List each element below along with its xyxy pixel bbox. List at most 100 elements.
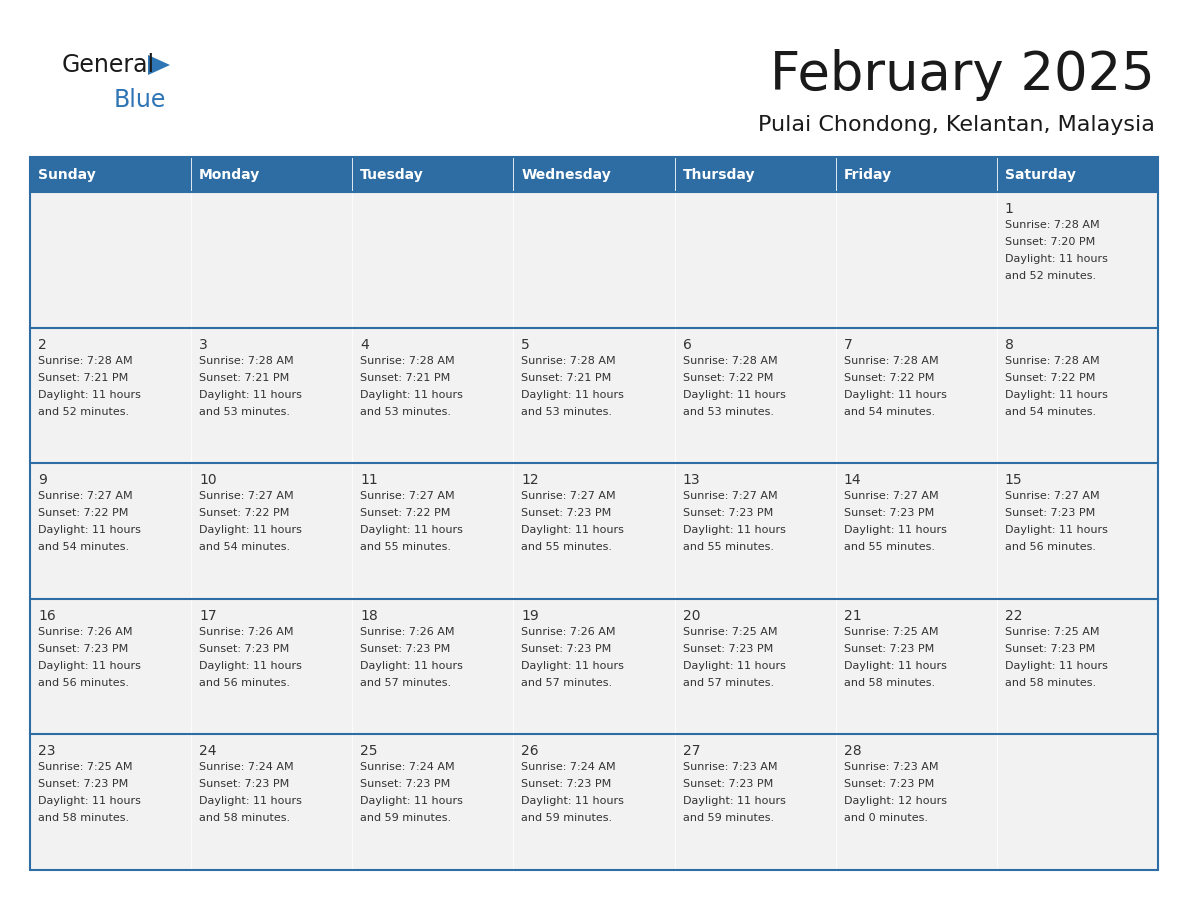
Text: Sunset: 7:21 PM: Sunset: 7:21 PM (38, 373, 128, 383)
Text: and 55 minutes.: and 55 minutes. (843, 543, 935, 553)
Text: 26: 26 (522, 744, 539, 758)
Bar (353, 157, 513, 192)
Text: Daylight: 11 hours: Daylight: 11 hours (683, 389, 785, 399)
Text: 27: 27 (683, 744, 700, 758)
Text: Sunset: 7:22 PM: Sunset: 7:22 PM (1005, 373, 1095, 383)
Text: Daylight: 11 hours: Daylight: 11 hours (522, 389, 625, 399)
Text: Daylight: 11 hours: Daylight: 11 hours (200, 525, 302, 535)
Bar (997, 192, 1158, 328)
Bar (30, 599, 191, 734)
Text: Tuesday: Tuesday (360, 167, 424, 182)
Text: and 53 minutes.: and 53 minutes. (683, 407, 773, 417)
Text: Sunrise: 7:25 AM: Sunrise: 7:25 AM (683, 627, 777, 637)
Text: Sunrise: 7:27 AM: Sunrise: 7:27 AM (683, 491, 777, 501)
Bar (513, 192, 675, 328)
Bar (513, 599, 675, 734)
Text: 9: 9 (38, 473, 46, 487)
Text: and 56 minutes.: and 56 minutes. (38, 677, 129, 688)
Text: Sunset: 7:23 PM: Sunset: 7:23 PM (200, 779, 290, 789)
Text: 12: 12 (522, 473, 539, 487)
Text: Sunrise: 7:26 AM: Sunrise: 7:26 AM (200, 627, 293, 637)
Bar (353, 328, 513, 464)
Text: Sunset: 7:23 PM: Sunset: 7:23 PM (683, 509, 773, 518)
Text: and 55 minutes.: and 55 minutes. (522, 543, 613, 553)
Text: and 58 minutes.: and 58 minutes. (200, 813, 290, 823)
Text: Sunset: 7:23 PM: Sunset: 7:23 PM (1005, 644, 1095, 654)
Text: Sunset: 7:22 PM: Sunset: 7:22 PM (200, 509, 290, 518)
Text: and 57 minutes.: and 57 minutes. (522, 677, 613, 688)
Text: 11: 11 (360, 473, 378, 487)
Text: and 59 minutes.: and 59 minutes. (683, 813, 773, 823)
Text: 3: 3 (200, 338, 208, 352)
Text: Sunset: 7:23 PM: Sunset: 7:23 PM (522, 644, 612, 654)
Text: and 58 minutes.: and 58 minutes. (843, 677, 935, 688)
Text: Sunset: 7:23 PM: Sunset: 7:23 PM (683, 779, 773, 789)
Text: and 54 minutes.: and 54 minutes. (38, 543, 129, 553)
Text: Daylight: 11 hours: Daylight: 11 hours (522, 661, 625, 671)
Bar (835, 464, 997, 599)
Text: Daylight: 11 hours: Daylight: 11 hours (200, 797, 302, 806)
Bar (30, 192, 191, 328)
Text: Daylight: 11 hours: Daylight: 11 hours (843, 389, 947, 399)
Text: Sunset: 7:20 PM: Sunset: 7:20 PM (1005, 237, 1095, 247)
Text: Sunset: 7:22 PM: Sunset: 7:22 PM (38, 509, 128, 518)
Bar (191, 328, 353, 464)
Bar (835, 192, 997, 328)
Bar (353, 192, 513, 328)
Text: 2: 2 (38, 338, 46, 352)
Text: Sunset: 7:23 PM: Sunset: 7:23 PM (360, 779, 450, 789)
Text: Daylight: 11 hours: Daylight: 11 hours (38, 525, 141, 535)
Text: Sunset: 7:23 PM: Sunset: 7:23 PM (843, 644, 934, 654)
Bar (675, 192, 835, 328)
Text: 25: 25 (360, 744, 378, 758)
Text: Daylight: 11 hours: Daylight: 11 hours (38, 661, 141, 671)
Bar (513, 734, 675, 870)
Text: Sunrise: 7:28 AM: Sunrise: 7:28 AM (200, 355, 293, 365)
Text: Daylight: 11 hours: Daylight: 11 hours (1005, 661, 1107, 671)
Bar (513, 328, 675, 464)
Text: and 56 minutes.: and 56 minutes. (1005, 543, 1095, 553)
Text: Daylight: 11 hours: Daylight: 11 hours (683, 797, 785, 806)
Bar (675, 599, 835, 734)
Bar (997, 734, 1158, 870)
Bar (675, 734, 835, 870)
Text: Sunrise: 7:24 AM: Sunrise: 7:24 AM (360, 763, 455, 772)
Text: and 57 minutes.: and 57 minutes. (360, 677, 451, 688)
Text: Wednesday: Wednesday (522, 167, 611, 182)
Text: Sunrise: 7:27 AM: Sunrise: 7:27 AM (200, 491, 293, 501)
Bar (353, 734, 513, 870)
Text: and 52 minutes.: and 52 minutes. (38, 407, 129, 417)
Text: Sunrise: 7:28 AM: Sunrise: 7:28 AM (683, 355, 777, 365)
Text: Daylight: 11 hours: Daylight: 11 hours (200, 389, 302, 399)
Text: Sunrise: 7:28 AM: Sunrise: 7:28 AM (1005, 220, 1099, 230)
Text: Sunrise: 7:23 AM: Sunrise: 7:23 AM (683, 763, 777, 772)
Text: Sunset: 7:23 PM: Sunset: 7:23 PM (683, 644, 773, 654)
Text: General: General (62, 53, 156, 77)
Text: 5: 5 (522, 338, 530, 352)
Text: Blue: Blue (114, 88, 166, 112)
Text: 23: 23 (38, 744, 56, 758)
Text: 16: 16 (38, 609, 56, 622)
Text: Daylight: 11 hours: Daylight: 11 hours (360, 525, 463, 535)
Bar (675, 157, 835, 192)
Text: Sunset: 7:21 PM: Sunset: 7:21 PM (360, 373, 450, 383)
Text: Sunset: 7:22 PM: Sunset: 7:22 PM (360, 509, 450, 518)
Text: 1: 1 (1005, 202, 1013, 216)
Bar (835, 599, 997, 734)
Text: and 54 minutes.: and 54 minutes. (1005, 407, 1097, 417)
Text: and 54 minutes.: and 54 minutes. (200, 543, 290, 553)
Text: 20: 20 (683, 609, 700, 622)
Text: Sunset: 7:21 PM: Sunset: 7:21 PM (200, 373, 290, 383)
Bar (997, 599, 1158, 734)
Text: 18: 18 (360, 609, 378, 622)
Text: and 54 minutes.: and 54 minutes. (843, 407, 935, 417)
Text: Sunrise: 7:27 AM: Sunrise: 7:27 AM (522, 491, 617, 501)
Text: 24: 24 (200, 744, 216, 758)
Text: Sunrise: 7:25 AM: Sunrise: 7:25 AM (1005, 627, 1099, 637)
Text: Sunrise: 7:27 AM: Sunrise: 7:27 AM (360, 491, 455, 501)
Text: Daylight: 11 hours: Daylight: 11 hours (360, 389, 463, 399)
Text: Friday: Friday (843, 167, 892, 182)
Bar (30, 734, 191, 870)
Text: and 53 minutes.: and 53 minutes. (200, 407, 290, 417)
Text: Sunrise: 7:26 AM: Sunrise: 7:26 AM (360, 627, 455, 637)
